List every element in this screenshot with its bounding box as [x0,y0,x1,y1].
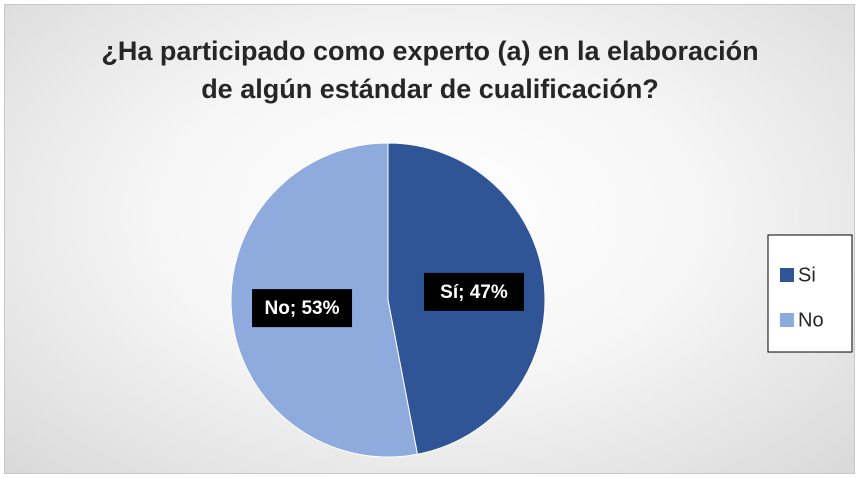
data-label: Sí; 47% [440,282,508,303]
chart-title: ¿Ha participado como experto (a) en la e… [101,36,759,104]
data-label: No; 53% [265,298,340,319]
legend-box [767,234,853,353]
legend-label: No [798,309,824,331]
legend-swatch [780,313,794,327]
legend-label: Si [798,264,816,286]
legend-swatch [780,268,794,282]
data-label-box [252,289,353,328]
data-label-box [423,272,524,311]
